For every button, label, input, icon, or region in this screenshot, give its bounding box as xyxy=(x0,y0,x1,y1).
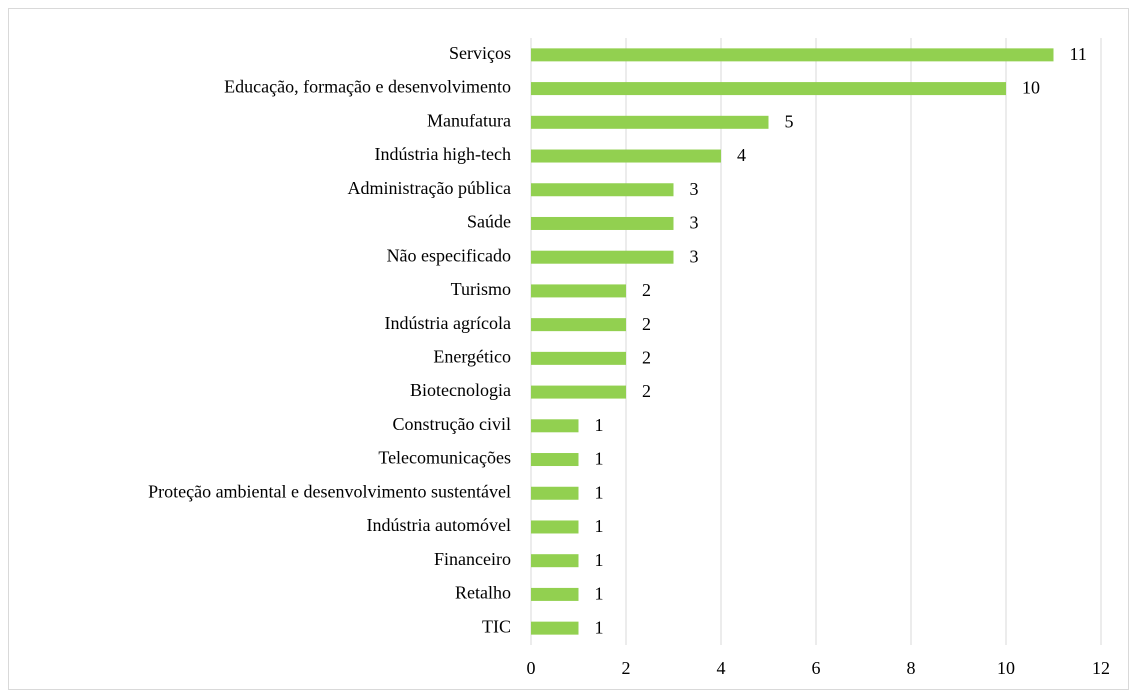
x-tick-label: 8 xyxy=(907,658,916,678)
y-tick-label: Saúde xyxy=(467,212,511,232)
bar xyxy=(531,250,674,264)
bar xyxy=(531,385,626,399)
bar xyxy=(531,216,674,230)
data-label: 1 xyxy=(595,449,604,469)
bar xyxy=(531,486,579,500)
y-tick-label: Administração pública xyxy=(348,178,511,198)
bar xyxy=(531,520,579,534)
bar xyxy=(531,318,626,332)
bar xyxy=(531,554,579,568)
bar xyxy=(531,115,769,129)
y-tick-label: Retalho xyxy=(455,583,511,603)
data-label: 3 xyxy=(690,213,699,233)
data-label: 1 xyxy=(595,482,604,502)
y-tick-label: Não especificado xyxy=(387,245,511,265)
y-tick-label: Indústria agrícola xyxy=(385,313,511,333)
y-tick-label: Biotecnologia xyxy=(410,380,511,400)
x-tick-label: 10 xyxy=(997,658,1015,678)
bar xyxy=(531,587,579,601)
bar xyxy=(531,419,579,433)
bar xyxy=(531,82,1006,96)
bar xyxy=(531,149,721,163)
bar xyxy=(531,284,626,298)
data-label: 1 xyxy=(595,516,604,536)
data-label: 11 xyxy=(1070,44,1087,64)
y-tick-label: Manufatura xyxy=(427,110,511,130)
data-label: 2 xyxy=(642,314,651,334)
bar xyxy=(531,183,674,197)
data-label: 2 xyxy=(642,347,651,367)
y-tick-label: Construção civil xyxy=(393,414,511,434)
bar xyxy=(531,351,626,365)
x-tick-label: 4 xyxy=(717,658,726,678)
data-label: 10 xyxy=(1022,78,1040,98)
y-tick-label: Energético xyxy=(433,346,511,366)
data-label: 1 xyxy=(595,550,604,570)
x-tick-label: 6 xyxy=(812,658,821,678)
data-label: 3 xyxy=(690,179,699,199)
data-label: 1 xyxy=(595,617,604,637)
bar xyxy=(531,453,579,467)
data-label: 1 xyxy=(595,584,604,604)
y-tick-label: Educação, formação e desenvolvimento xyxy=(224,77,511,97)
data-label: 3 xyxy=(690,246,699,266)
data-label: 2 xyxy=(642,280,651,300)
y-tick-label: Serviços xyxy=(449,43,511,63)
y-tick-label: Indústria automóvel xyxy=(367,515,511,535)
x-tick-label: 0 xyxy=(527,658,536,678)
bar xyxy=(531,48,1054,62)
y-tick-label: TIC xyxy=(482,616,511,636)
data-label: 5 xyxy=(785,111,794,131)
y-tick-label: Telecomunicações xyxy=(378,448,511,468)
data-label: 4 xyxy=(737,145,746,165)
y-tick-label: Turismo xyxy=(451,279,511,299)
bar xyxy=(531,621,579,635)
x-tick-label: 12 xyxy=(1092,658,1110,678)
y-tick-label: Financeiro xyxy=(434,549,511,569)
chart-border xyxy=(8,8,1129,690)
data-label: 1 xyxy=(595,415,604,435)
y-tick-label: Proteção ambiental e desenvolvimento sus… xyxy=(148,481,511,501)
y-tick-label: Indústria high-tech xyxy=(375,144,511,164)
data-label: 2 xyxy=(642,381,651,401)
x-tick-label: 2 xyxy=(622,658,631,678)
